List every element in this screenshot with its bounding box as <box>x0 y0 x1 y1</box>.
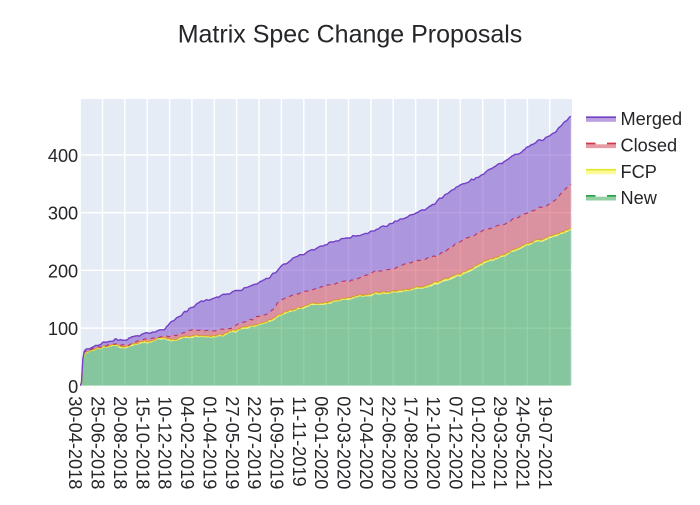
svg-text:07-12-2020: 07-12-2020 <box>445 396 465 489</box>
svg-text:20-08-2018: 20-08-2018 <box>110 396 130 489</box>
svg-text:25-06-2018: 25-06-2018 <box>88 396 108 489</box>
svg-text:0: 0 <box>68 377 78 397</box>
svg-text:19-07-2021: 19-07-2021 <box>535 396 555 489</box>
svg-text:10-12-2018: 10-12-2018 <box>155 396 175 489</box>
svg-text:29-03-2021: 29-03-2021 <box>490 396 510 489</box>
svg-text:Merged: Merged <box>621 109 683 129</box>
svg-text:New: New <box>621 188 658 208</box>
svg-text:11-11-2019: 11-11-2019 <box>289 396 309 486</box>
svg-text:01-04-2019: 01-04-2019 <box>199 396 219 489</box>
svg-text:15-10-2018: 15-10-2018 <box>132 396 152 489</box>
svg-text:200: 200 <box>48 261 78 281</box>
svg-text:Closed: Closed <box>621 136 678 156</box>
svg-text:24-05-2021: 24-05-2021 <box>513 396 533 489</box>
svg-text:01-02-2021: 01-02-2021 <box>468 396 488 489</box>
svg-text:06-01-2020: 06-01-2020 <box>311 396 331 489</box>
svg-text:22-06-2020: 22-06-2020 <box>378 396 398 489</box>
svg-text:17-08-2020: 17-08-2020 <box>401 396 421 489</box>
svg-text:300: 300 <box>48 204 78 224</box>
svg-text:22-07-2019: 22-07-2019 <box>244 396 264 489</box>
svg-text:Matrix Spec Change Proposals: Matrix Spec Change Proposals <box>178 21 523 49</box>
svg-text:04-02-2019: 04-02-2019 <box>177 396 197 489</box>
svg-text:16-09-2019: 16-09-2019 <box>267 396 287 489</box>
svg-text:100: 100 <box>48 319 78 339</box>
svg-text:02-03-2020: 02-03-2020 <box>334 396 354 489</box>
svg-text:27-04-2020: 27-04-2020 <box>356 396 376 489</box>
svg-text:30-04-2018: 30-04-2018 <box>65 396 85 489</box>
svg-text:12-10-2020: 12-10-2020 <box>423 396 443 489</box>
svg-text:400: 400 <box>48 146 78 166</box>
svg-text:FCP: FCP <box>621 162 657 182</box>
svg-text:27-05-2019: 27-05-2019 <box>222 396 242 489</box>
